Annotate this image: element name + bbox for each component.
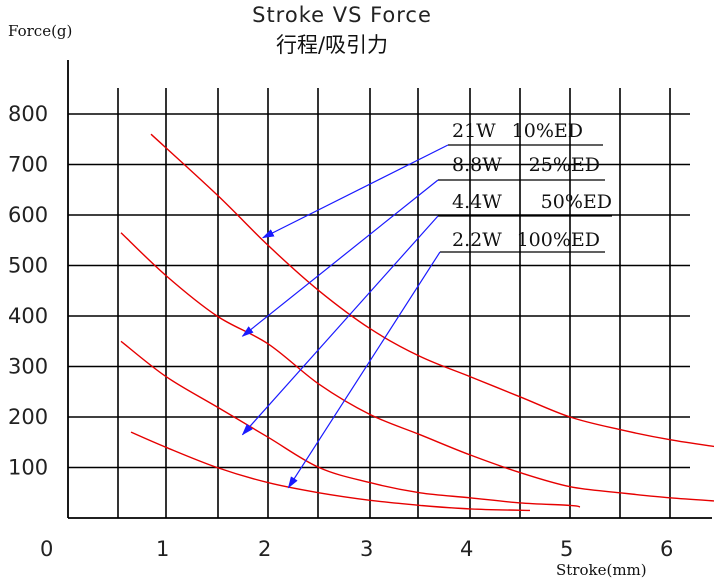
legend-arrow-1 xyxy=(241,179,439,337)
series-curve-2-2w xyxy=(130,431,531,512)
legend-arrow-2 xyxy=(241,215,439,436)
x-tick-labels: 0 1 2 3 4 5 6 xyxy=(40,537,673,561)
x-tick-label-0: 0 xyxy=(40,537,53,561)
legend-duty-3: 100%ED xyxy=(517,229,600,251)
series-curves xyxy=(120,133,714,512)
y-axis-title: Force(g) xyxy=(8,22,72,40)
x-tick-label-4: 4 xyxy=(460,537,473,561)
y-tick-label-3: 400 xyxy=(8,304,48,328)
chart-subtitle: 行程/吸引力 xyxy=(276,33,388,57)
y-tick-label-2: 300 xyxy=(8,355,48,379)
series-curve-4-4w xyxy=(120,340,581,508)
y-tick-label-5: 600 xyxy=(8,203,48,227)
y-tick-label-4: 500 xyxy=(8,254,48,278)
legend-duty-1: 25%ED xyxy=(529,154,600,176)
legend-power-3: 2.2W xyxy=(452,229,502,251)
x-tick-label-1: 1 xyxy=(156,537,169,561)
y-tick-label-6: 700 xyxy=(8,153,48,177)
y-tick-label-0: 100 xyxy=(8,456,48,480)
x-tick-label-3: 3 xyxy=(360,537,373,561)
legend-power-0: 21W xyxy=(452,120,496,142)
legend-arrow-0 xyxy=(262,144,449,239)
x-axis-title: Stroke(mm) xyxy=(556,561,647,579)
x-tick-label-6: 6 xyxy=(660,537,673,561)
legend-duty-2: 50%ED xyxy=(541,191,612,213)
x-tick-label-2: 2 xyxy=(258,537,271,561)
chart-title: Stroke VS Force xyxy=(252,3,432,27)
series-curve-21w xyxy=(150,133,714,448)
y-tick-label-1: 200 xyxy=(8,405,48,429)
legend-power-1: 8.8W xyxy=(452,154,502,176)
series-curve-8-8w xyxy=(120,232,714,502)
legend-arrow-3 xyxy=(287,251,441,489)
grid xyxy=(67,60,712,519)
y-tick-label-7: 800 xyxy=(8,102,48,126)
legend-power-2: 4.4W xyxy=(452,191,502,213)
x-tick-label-5: 5 xyxy=(560,537,573,561)
legend: 21W 10%ED 8.8W 25%ED 4.4W 50%ED 2.2W 100%ED xyxy=(241,120,612,489)
y-tick-labels: 100 200 300 400 500 600 700 800 xyxy=(8,102,48,480)
legend-duty-0: 10%ED xyxy=(512,120,583,142)
